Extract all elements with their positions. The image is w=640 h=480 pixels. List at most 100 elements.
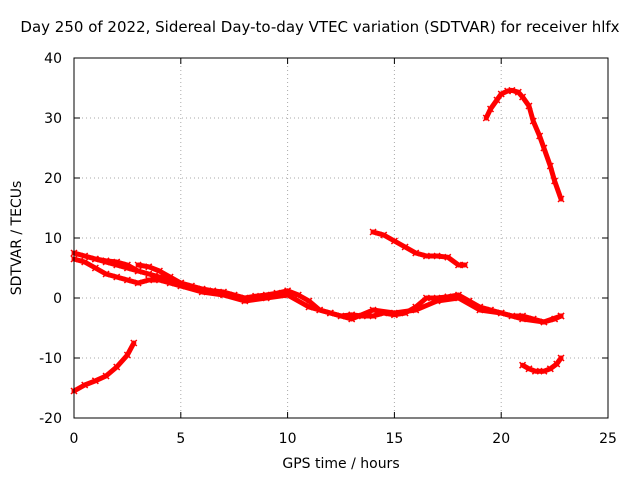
data-point — [219, 291, 228, 299]
data-point — [91, 255, 99, 263]
series-group — [70, 86, 565, 395]
y-tick-label: -10 — [39, 351, 62, 367]
data-point — [113, 363, 121, 371]
data-point — [262, 294, 270, 302]
data-point — [444, 253, 452, 261]
data-point — [546, 365, 554, 373]
axis-ticks: 0 5 10 15 20 25 -20 -10 0 10 20 30 40 — [39, 51, 617, 447]
data-point — [553, 360, 561, 368]
data-point — [433, 297, 441, 305]
data-point — [557, 312, 565, 320]
data-point — [519, 93, 527, 101]
data-point — [433, 252, 441, 260]
data-point — [519, 361, 527, 369]
y-tick-label: 40 — [44, 51, 62, 67]
data-point — [130, 339, 138, 347]
data-point — [284, 291, 292, 299]
data-point — [155, 276, 163, 284]
data-point — [497, 90, 505, 98]
x-axis-label: GPS time / hours — [282, 456, 400, 472]
data-point — [123, 261, 131, 269]
grid — [74, 58, 608, 418]
data-point — [540, 318, 548, 326]
data-point — [508, 86, 516, 94]
series-line-late-positive — [483, 87, 564, 202]
y-tick-label: -20 — [39, 411, 62, 427]
y-axis-label: SDTVAR / TECUs — [9, 180, 25, 296]
data-point — [348, 315, 356, 323]
data-point — [102, 270, 110, 278]
data-point — [486, 105, 495, 113]
data-point — [305, 303, 313, 311]
chart-title: Day 250 of 2022, Sidereal Day-to-day VTE… — [20, 18, 620, 36]
data-point — [134, 279, 142, 287]
y-tick-label: 10 — [44, 231, 62, 247]
data-point — [551, 177, 559, 185]
data-point — [81, 381, 89, 389]
data-point — [454, 261, 463, 269]
data-point — [525, 365, 533, 373]
data-point — [422, 252, 430, 260]
data-point — [81, 252, 89, 260]
data-point — [476, 306, 484, 314]
data-point — [294, 291, 302, 299]
x-tick-label: 0 — [70, 431, 79, 447]
data-point — [166, 279, 174, 287]
data-point — [401, 243, 409, 251]
data-point — [198, 288, 206, 296]
data-point — [529, 117, 537, 125]
data-point — [102, 257, 110, 265]
x-tick-label: 10 — [279, 431, 297, 447]
data-point — [422, 294, 430, 302]
data-point — [177, 279, 185, 287]
data-point — [102, 372, 110, 380]
data-point — [81, 258, 89, 266]
data-point — [91, 264, 99, 272]
data-point — [497, 309, 505, 317]
data-point — [166, 273, 174, 281]
data-point — [123, 351, 131, 359]
data-point — [519, 315, 527, 323]
data-point — [134, 267, 142, 275]
x-tick-label: 5 — [176, 431, 185, 447]
data-point — [369, 312, 377, 320]
data-point — [134, 261, 142, 269]
data-point — [390, 309, 398, 317]
data-point — [369, 228, 377, 236]
data-point — [412, 249, 420, 257]
x-tick-label: 20 — [492, 431, 510, 447]
data-point — [91, 377, 99, 385]
data-point — [557, 354, 565, 362]
data-point — [536, 132, 544, 140]
data-point — [369, 306, 377, 314]
data-point — [546, 162, 554, 170]
data-point — [540, 367, 548, 375]
data-point — [113, 258, 121, 266]
data-point — [412, 306, 420, 314]
data-point — [390, 237, 398, 245]
data-point — [531, 367, 539, 375]
data-point — [525, 102, 533, 110]
data-point — [326, 309, 334, 317]
y-tick-label: 0 — [53, 291, 62, 307]
data-point — [461, 261, 469, 269]
data-point — [113, 273, 121, 281]
data-point — [482, 114, 490, 122]
data-point — [123, 276, 131, 284]
data-point — [454, 294, 463, 302]
data-point — [145, 270, 153, 278]
data-point — [540, 144, 548, 152]
data-point — [145, 263, 153, 271]
data-point — [557, 195, 565, 203]
y-tick-label: 20 — [44, 171, 62, 187]
series-line-mid-positive — [370, 229, 468, 268]
data-point — [155, 267, 163, 275]
y-tick-label: 30 — [44, 111, 62, 127]
data-point — [145, 276, 153, 284]
x-tick-label: 15 — [385, 431, 403, 447]
data-point — [493, 96, 501, 104]
x-tick-label: 25 — [599, 431, 617, 447]
data-point — [380, 231, 388, 239]
data-point — [241, 297, 249, 305]
